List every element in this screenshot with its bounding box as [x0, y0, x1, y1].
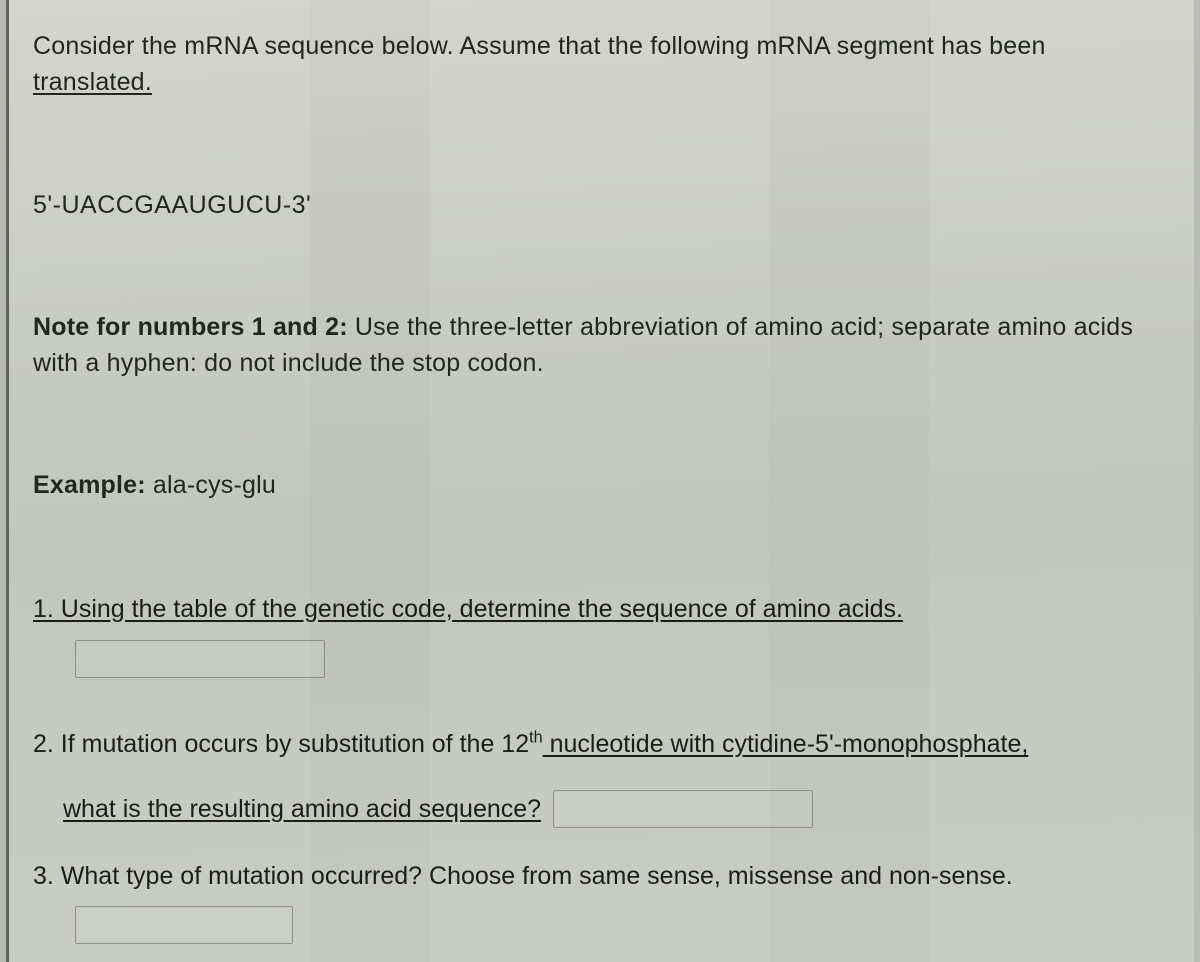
- question-page: Consider the mRNA sequence below. Assume…: [6, 0, 1194, 962]
- question-1-text: 1. Using the table of the genetic code, …: [33, 590, 903, 629]
- note-rest-1: Use the three-letter abbreviation of ami…: [348, 313, 1133, 341]
- question-2-line-2-row: what is the resulting amino acid sequenc…: [33, 790, 1164, 829]
- note-line-2: with a hyphen: do not include the stop c…: [33, 345, 1164, 381]
- mrna-sequence: 5'-UACCGAAUGUCU-3': [33, 187, 1164, 223]
- intro-line-1: Consider the mRNA sequence below. Assume…: [33, 28, 1164, 64]
- q2-part-a: 2. If mutation occurs by substitution of…: [33, 730, 529, 758]
- question-3-text: 3. What type of mutation occurred? Choos…: [33, 857, 1164, 896]
- q2-part-b: nucleotide with cytidine-5'-monophosphat…: [543, 730, 1029, 758]
- question-2-line-1: 2. If mutation occurs by substitution of…: [33, 725, 1164, 764]
- example-value: ala-cys-glu: [146, 471, 276, 499]
- example-line: Example: ala-cys-glu: [33, 467, 1164, 503]
- question-2-line-2: what is the resulting amino acid sequenc…: [63, 790, 541, 829]
- intro-line-2: translated.: [33, 64, 152, 100]
- answer-input-2[interactable]: [553, 790, 813, 828]
- example-label: Example:: [33, 471, 146, 499]
- q2-sup: th: [529, 729, 543, 747]
- note-line-1: Note for numbers 1 and 2: Use the three-…: [33, 309, 1164, 345]
- answer-input-1[interactable]: [75, 640, 325, 678]
- note-label: Note for numbers 1 and 2:: [33, 313, 348, 341]
- answer-input-3[interactable]: [75, 906, 293, 944]
